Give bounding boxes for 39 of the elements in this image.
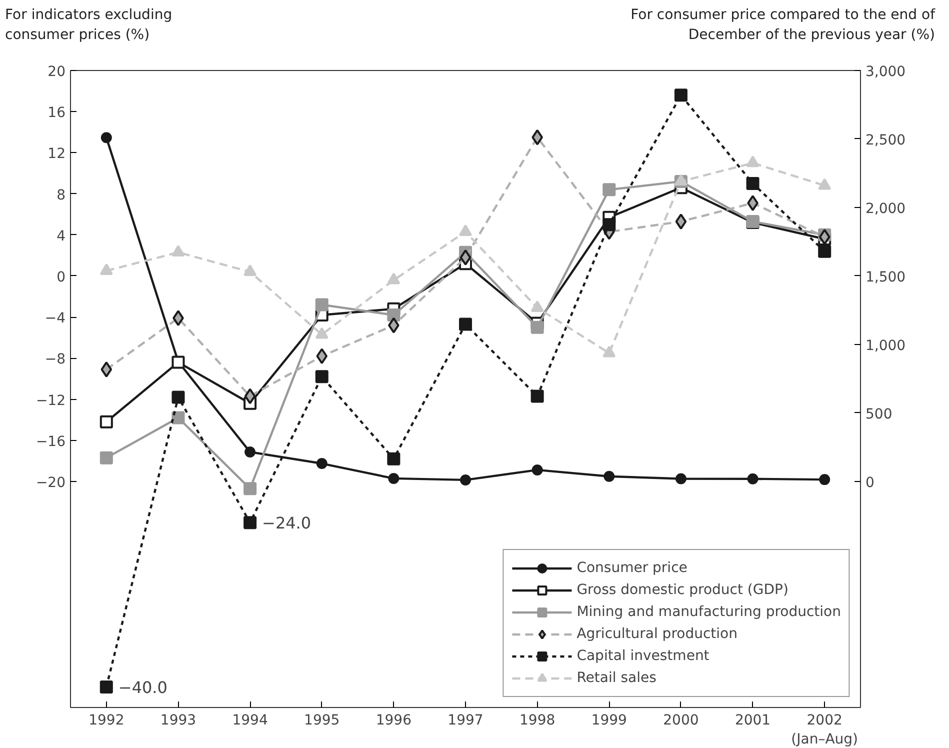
legend-label: Retail sales: [576, 670, 656, 686]
y2-tick-label: 0: [866, 474, 874, 491]
y-tick-label: −12: [36, 392, 66, 409]
x-tick-label: 2000: [663, 712, 699, 728]
x-tick-label: 1995: [304, 712, 340, 728]
x-tick-label: 2001: [734, 712, 771, 728]
annotation: −24.0: [262, 514, 312, 533]
y-tick-label: −8: [44, 352, 66, 368]
y2-tick-label: 2,000: [866, 200, 906, 217]
x-tick-label: 1996: [376, 712, 412, 728]
y2-tick-label: 1,500: [866, 269, 906, 286]
x-tick-label: 1998: [520, 712, 556, 728]
y2-tick-label: 1,000: [866, 338, 906, 354]
x-tick-label: 1994: [232, 712, 268, 728]
x-tick-label: 1997: [448, 712, 484, 728]
y-tick-label: −4: [44, 310, 66, 327]
legend-label: Mining and manufacturing production: [576, 604, 841, 620]
x-tick-label: 1999: [591, 712, 627, 728]
y-axis-title: For indicators excluding consumer prices (%): [5, 6, 172, 45]
x-tick-label: 2002 (Jan–Aug): [791, 712, 858, 748]
y-tick-label: 16: [48, 105, 66, 122]
x-tick-label: 1993: [160, 712, 196, 728]
y2-tick-label: 2,500: [866, 132, 906, 148]
legend-label: Consumer price: [576, 560, 688, 576]
y-tick-label: 8: [56, 187, 66, 204]
y-tick-label: −16: [36, 434, 66, 450]
legend-label: Gross domestic product (GDP): [576, 582, 788, 598]
x-tick-label: 1992: [88, 712, 124, 728]
y-tick-label: 20: [48, 64, 66, 80]
annotation: −40.0: [118, 678, 168, 697]
legend-label: Capital investment: [576, 648, 710, 664]
legend-label: Agricultural production: [576, 626, 738, 642]
y-tick-label: −20: [36, 474, 66, 491]
y-tick-label: 0: [56, 269, 66, 286]
y2-tick-label: 500: [866, 406, 892, 422]
y2-axis-title: For consumer price compared to the end of December of the previous year (%): [630, 6, 935, 45]
y-tick-label: 12: [48, 146, 66, 162]
y2-tick-label: 3,000: [866, 64, 906, 80]
y-tick-label: 4: [56, 228, 66, 244]
